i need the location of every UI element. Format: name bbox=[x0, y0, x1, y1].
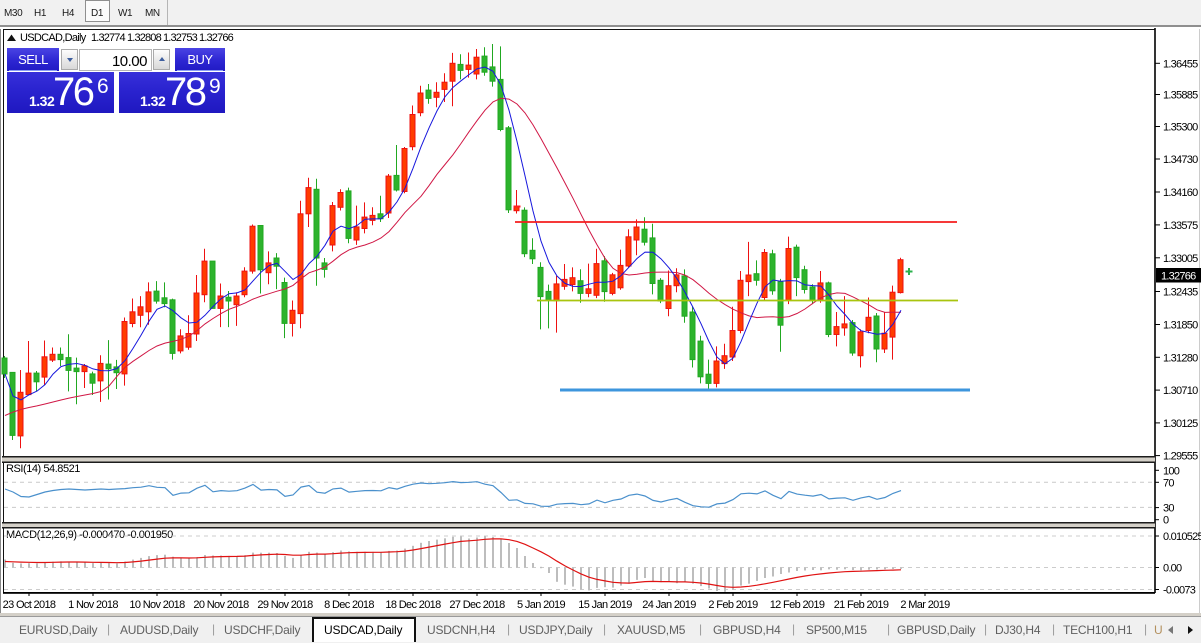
svg-text:1.35300: 1.35300 bbox=[1163, 122, 1198, 134]
svg-text:10 Nov 2018: 10 Nov 2018 bbox=[129, 599, 185, 611]
svg-text:21 Feb 2019: 21 Feb 2019 bbox=[834, 599, 889, 611]
svg-text:23 Oct 2018: 23 Oct 2018 bbox=[3, 599, 56, 611]
svg-text:1.32766: 1.32766 bbox=[1161, 271, 1196, 283]
svg-text:1.33005: 1.33005 bbox=[1163, 253, 1198, 265]
svg-text:0.010525: 0.010525 bbox=[1163, 531, 1201, 543]
svg-text:MACD(12,26,9) -0.000470 -0.001: MACD(12,26,9) -0.000470 -0.001950 bbox=[6, 529, 173, 541]
svg-text:1.32774 1.32808 1.32753 1.3276: 1.32774 1.32808 1.32753 1.32766 bbox=[91, 32, 234, 44]
svg-text:8 Dec 2018: 8 Dec 2018 bbox=[324, 599, 374, 611]
svg-text:1.35885: 1.35885 bbox=[1163, 90, 1198, 102]
svg-text:1.30125: 1.30125 bbox=[1163, 418, 1198, 430]
svg-text:-0.0073: -0.0073 bbox=[1163, 585, 1196, 597]
svg-text:1.33575: 1.33575 bbox=[1163, 220, 1198, 232]
svg-text:5 Jan 2019: 5 Jan 2019 bbox=[517, 599, 565, 611]
svg-text:29 Nov 2018: 29 Nov 2018 bbox=[257, 599, 313, 611]
svg-text:1.31280: 1.31280 bbox=[1163, 352, 1198, 364]
svg-text:18 Dec 2018: 18 Dec 2018 bbox=[385, 599, 441, 611]
svg-text:2 Feb 2019: 2 Feb 2019 bbox=[708, 599, 758, 611]
svg-text:100: 100 bbox=[1163, 465, 1180, 477]
svg-text:1.32435: 1.32435 bbox=[1163, 287, 1198, 299]
svg-text:30: 30 bbox=[1163, 503, 1174, 515]
svg-text:70: 70 bbox=[1163, 477, 1174, 489]
svg-text:2 Mar 2019: 2 Mar 2019 bbox=[900, 599, 950, 611]
svg-text:RSI(14) 54.8521: RSI(14) 54.8521 bbox=[6, 463, 80, 475]
svg-text:12 Feb 2019: 12 Feb 2019 bbox=[770, 599, 825, 611]
svg-text:1.34160: 1.34160 bbox=[1163, 187, 1198, 199]
svg-text:1.29555: 1.29555 bbox=[1163, 451, 1198, 463]
svg-text:USDCAD,Daily: USDCAD,Daily bbox=[20, 32, 87, 44]
svg-text:1.30710: 1.30710 bbox=[1163, 385, 1198, 397]
svg-text:24 Jan 2019: 24 Jan 2019 bbox=[642, 599, 696, 611]
svg-text:20 Nov 2018: 20 Nov 2018 bbox=[193, 599, 249, 611]
svg-text:1.31850: 1.31850 bbox=[1163, 320, 1198, 332]
svg-text:1.36455: 1.36455 bbox=[1163, 58, 1198, 70]
svg-text:1.34730: 1.34730 bbox=[1163, 154, 1198, 166]
svg-text:1 Nov 2018: 1 Nov 2018 bbox=[68, 599, 118, 611]
svg-text:27 Dec 2018: 27 Dec 2018 bbox=[449, 599, 505, 611]
svg-text:0: 0 bbox=[1163, 515, 1169, 527]
svg-text:0.00: 0.00 bbox=[1163, 563, 1182, 575]
svg-text:15 Jan 2019: 15 Jan 2019 bbox=[578, 599, 632, 611]
